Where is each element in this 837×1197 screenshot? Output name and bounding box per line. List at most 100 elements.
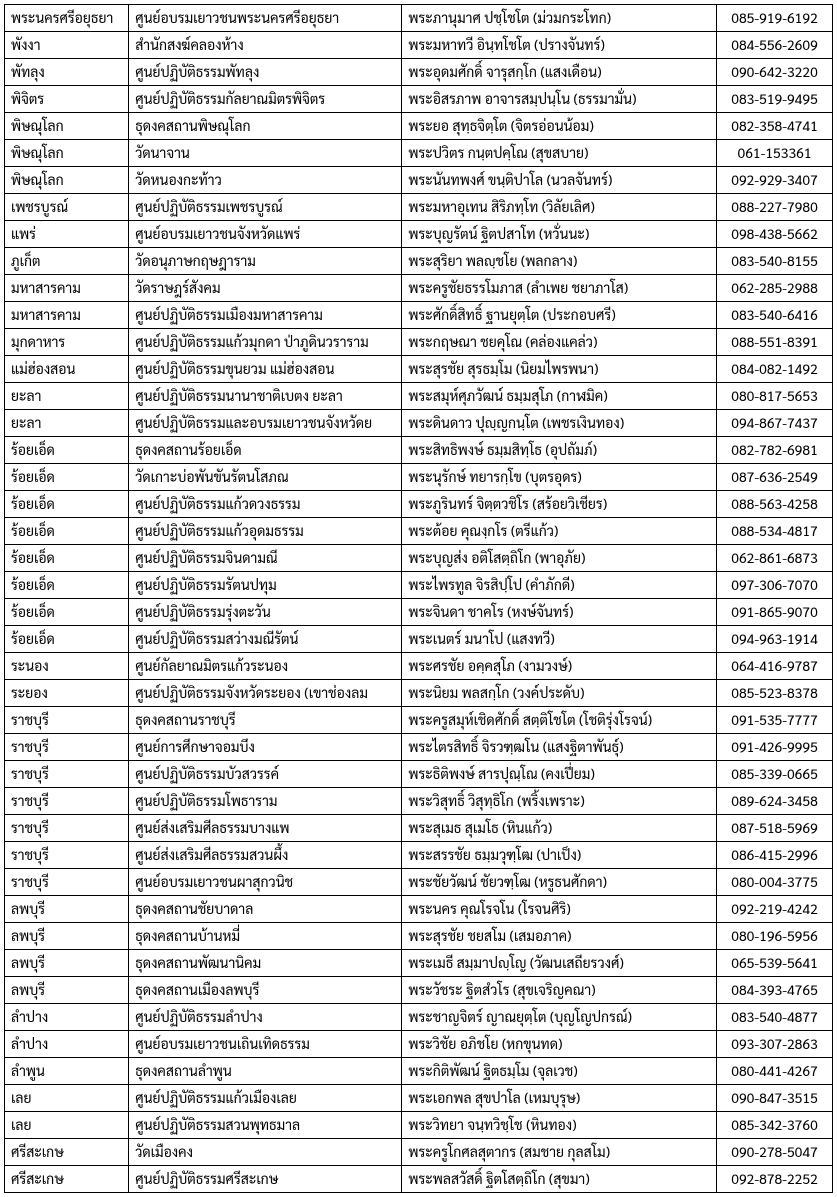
table-row: ราชบุรีศูนย์การศึกษาจอมบึงพระไตรสิทธิ์ จ… — [5, 734, 833, 761]
cell-phone: 080-441-4267 — [717, 1058, 833, 1085]
cell-center: วัดราษฎร์สังคม — [129, 275, 402, 302]
directory-table: พระนครศรีอยุธยาศูนย์อบรมเยาวชนพระนครศรีอ… — [4, 4, 833, 1193]
cell-name: พระชัยวัฒน์ ชัยวฑฺโฒ (หรูธนศักดา) — [402, 869, 717, 896]
cell-phone: 062-285-2988 — [717, 275, 833, 302]
cell-province: ลพบุรี — [5, 896, 129, 923]
cell-name: พระครูสมุห์เชิดศักดิ์ สตฺติโชโต (โชติรุ่… — [402, 707, 717, 734]
cell-center: วัดอนุภาษกฤษฎาราม — [129, 248, 402, 275]
table-body: พระนครศรีอยุธยาศูนย์อบรมเยาวชนพระนครศรีอ… — [5, 5, 833, 1193]
cell-name: พระไพรทูล จิรสิปฺโป (คำภักดี) — [402, 572, 717, 599]
cell-province: ราชบุรี — [5, 869, 129, 896]
table-row: มหาสารคามวัดราษฎร์สังคมพระครูชัยธรรโมภาส… — [5, 275, 833, 302]
table-row: ราชบุรีศูนย์ปฏิบัติธรรมบัวสวรรค์พระธิติพ… — [5, 761, 833, 788]
cell-phone: 061-153361 — [717, 140, 833, 167]
cell-name: พระวัชระ ฐิตสํวโร (สุขเจริญคณา) — [402, 977, 717, 1004]
cell-province: มหาสารคาม — [5, 275, 129, 302]
table-row: ระนองศูนย์กัลยาณมิตรแก้วระนองพระศรชัย อค… — [5, 653, 833, 680]
cell-center: ศูนย์ปฏิบัติธรรมสว่างมณีรัตน์ — [129, 626, 402, 653]
table-row: พิษณุโลกธุดงคสถานพิษณุโลกพระยอ สุทฺธจิตฺ… — [5, 113, 833, 140]
cell-center: วัดเมืองคง — [129, 1139, 402, 1166]
cell-province: ราชบุรี — [5, 788, 129, 815]
cell-phone: 088-534-4817 — [717, 518, 833, 545]
cell-center: ศูนย์ปฏิบัติธรรมจินดามณี — [129, 545, 402, 572]
cell-province: พังงา — [5, 32, 129, 59]
table-row: ร้อยเอ็ดศูนย์ปฏิบัติธรรมสว่างมณีรัตน์พระ… — [5, 626, 833, 653]
cell-province: ลำพูน — [5, 1058, 129, 1085]
table-row: ร้อยเอ็ดธุดงคสถานร้อยเอ็ดพระสิทธิพงษ์ ธม… — [5, 437, 833, 464]
cell-phone: 083-540-6416 — [717, 302, 833, 329]
cell-province: ลพบุรี — [5, 950, 129, 977]
cell-center: ศูนย์ปฏิบัติธรรมนานาชาติเบตง ยะลา — [129, 383, 402, 410]
cell-name: พระธิติพงษ์ สารปุณฺโณ (คงเปี่ยม) — [402, 761, 717, 788]
cell-phone: 084-393-4765 — [717, 977, 833, 1004]
cell-center: ศูนย์อบรมเยาวชนผาสุกวนิช — [129, 869, 402, 896]
cell-name: พระวิทยา จนฺทวิชฺโช (หินทอง) — [402, 1112, 717, 1139]
table-row: พระนครศรีอยุธยาศูนย์อบรมเยาวชนพระนครศรีอ… — [5, 5, 833, 32]
cell-province: มหาสารคาม — [5, 302, 129, 329]
table-row: ลพบุรีธุดงคสถานพัฒนานิคมพระเมธี สมฺมาปญฺ… — [5, 950, 833, 977]
cell-center: ศูนย์ปฏิบัติธรรมเพชรบูรณ์ — [129, 194, 402, 221]
table-row: แม่ฮ่องสอนศูนย์ปฏิบัติธรรมขุนยวม แม่ฮ่อง… — [5, 356, 833, 383]
table-row: ลำปางศูนย์ปฏิบัติธรรมลำปางพระชาญจิตร์ ญา… — [5, 1004, 833, 1031]
cell-center: ศูนย์ปฏิบัติธรรมและอบรมเยาวชนจังหวัดย — [129, 410, 402, 437]
cell-name: พระพลสวัสดิ์ ฐิตโสตฺถิโก (สุขมา) — [402, 1166, 717, 1193]
cell-name: พระอิสรภาพ อาจารสมฺปนฺโน (ธรรมามั่น) — [402, 86, 717, 113]
cell-phone: 064-416-9787 — [717, 653, 833, 680]
table-row: เพชรบูรณ์ศูนย์ปฏิบัติธรรมเพชรบูรณ์พระมหา… — [5, 194, 833, 221]
cell-phone: 090-278-5047 — [717, 1139, 833, 1166]
cell-province: ระยอง — [5, 680, 129, 707]
cell-phone: 082-358-4741 — [717, 113, 833, 140]
table-row: ยะลาศูนย์ปฏิบัติธรรมนานาชาติเบตง ยะลาพระ… — [5, 383, 833, 410]
table-row: มุกดาหารศูนย์ปฏิบัติธรรมแก้วมุกดา ป่าภูด… — [5, 329, 833, 356]
cell-province: พิษณุโลก — [5, 140, 129, 167]
cell-name: พระวิสุทธิ์ วิสุทฺธิโก (พริ้งเพราะ) — [402, 788, 717, 815]
table-row: ราชบุรีศูนย์ส่งเสริมศีลธรรมบางแพพระสุเมธ… — [5, 815, 833, 842]
cell-center: วัดหนองกะท้าว — [129, 167, 402, 194]
cell-province: เลย — [5, 1112, 129, 1139]
table-row: ราชบุรีศูนย์อบรมเยาวชนผาสุกวนิชพระชัยวัฒ… — [5, 869, 833, 896]
cell-phone: 092-929-3407 — [717, 167, 833, 194]
cell-name: พระสุริยา พลญฺชโย (พลกลาง) — [402, 248, 717, 275]
cell-province: ลำปาง — [5, 1031, 129, 1058]
table-row: ศรีสะเกษศูนย์ปฏิบัติธรรมศรีสะเกษพระพลสวั… — [5, 1166, 833, 1193]
cell-phone: 080-004-3775 — [717, 869, 833, 896]
table-row: ยะลาศูนย์ปฏิบัติธรรมและอบรมเยาวชนจังหวัด… — [5, 410, 833, 437]
cell-name: พระเมธี สมฺมาปญฺโญ (วัฒนเสถียรวงศ์) — [402, 950, 717, 977]
cell-phone: 082-782-6981 — [717, 437, 833, 464]
cell-name: พระสุรชัย ชยสโม (เสมอภาค) — [402, 923, 717, 950]
cell-phone: 083-519-9495 — [717, 86, 833, 113]
cell-province: ยะลา — [5, 383, 129, 410]
cell-phone: 089-624-3458 — [717, 788, 833, 815]
cell-province: ระนอง — [5, 653, 129, 680]
cell-center: ศูนย์ปฏิบัติธรรมแก้วดวงธรรม — [129, 491, 402, 518]
cell-name: พระนันทพงศ์ ขนฺติปาโล (นวลจันทร์) — [402, 167, 717, 194]
cell-center: ศูนย์ส่งเสริมศีลธรรมสวนผึ้ง — [129, 842, 402, 869]
cell-center: ศูนย์กัลยาณมิตรแก้วระนอง — [129, 653, 402, 680]
cell-center: วัดนาจาน — [129, 140, 402, 167]
cell-province: ศรีสะเกษ — [5, 1166, 129, 1193]
cell-phone: 065-539-5641 — [717, 950, 833, 977]
cell-phone: 084-082-1492 — [717, 356, 833, 383]
cell-phone: 087-518-5969 — [717, 815, 833, 842]
cell-name: พระสรรชัย ธมฺมวุฑฺโฒ (ปาเป็ง) — [402, 842, 717, 869]
cell-province: พระนครศรีอยุธยา — [5, 5, 129, 32]
cell-phone: 094-963-1914 — [717, 626, 833, 653]
cell-province: พิษณุโลก — [5, 167, 129, 194]
cell-name: พระครูโกศลสุตากร (สมชาย กุลสโม) — [402, 1139, 717, 1166]
cell-province: พิษณุโลก — [5, 113, 129, 140]
table-row: ร้อยเอ็ดวัดเกาะบ่อพันขันรัตนโสภณพระนุรัก… — [5, 464, 833, 491]
cell-name: พระสุเมธ สุเมโธ (หินแก้ว) — [402, 815, 717, 842]
cell-center: ศูนย์ปฏิบัติธรรมจังหวัดระยอง (เขาช่องลม — [129, 680, 402, 707]
cell-province: ลพบุรี — [5, 977, 129, 1004]
cell-center: สำนักสงฆ์คลองห้าง — [129, 32, 402, 59]
table-row: แพร่ศูนย์อบรมเยาวชนจังหวัดแพร่พระบุญรัตน… — [5, 221, 833, 248]
cell-province: เพชรบูรณ์ — [5, 194, 129, 221]
cell-center: ศูนย์ปฏิบัติธรรมเมืองมหาสารคาม — [129, 302, 402, 329]
cell-phone: 085-919-6192 — [717, 5, 833, 32]
cell-phone: 062-861-6873 — [717, 545, 833, 572]
table-row: ศรีสะเกษวัดเมืองคงพระครูโกศลสุตากร (สมชา… — [5, 1139, 833, 1166]
cell-phone: 080-196-5956 — [717, 923, 833, 950]
table-row: ร้อยเอ็ดศูนย์ปฏิบัติธรรมแก้วอุดมธรรมพระต… — [5, 518, 833, 545]
cell-province: ศรีสะเกษ — [5, 1139, 129, 1166]
cell-center: ศูนย์ปฏิบัติธรรมโพธาราม — [129, 788, 402, 815]
